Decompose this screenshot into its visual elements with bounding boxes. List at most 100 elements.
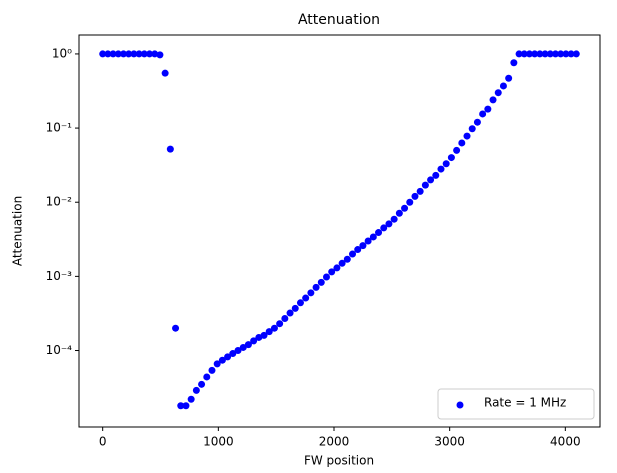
data-point [447, 154, 455, 162]
data-point [401, 204, 409, 212]
data-point [198, 380, 206, 388]
data-point [463, 132, 471, 140]
y-tick-label: 10⁻⁴ [46, 343, 73, 357]
data-point [572, 50, 580, 58]
data-point [421, 181, 429, 189]
data-point [151, 50, 159, 58]
data-point [557, 50, 565, 58]
data-point [114, 50, 122, 58]
data-point [437, 165, 445, 173]
legend-marker [456, 401, 464, 409]
data-point [317, 278, 325, 286]
data-point [385, 220, 393, 228]
data-point [338, 259, 346, 267]
data-point [125, 50, 133, 58]
data-point [499, 82, 507, 90]
data-point [208, 366, 216, 374]
x-axis-label: FW position [304, 454, 374, 468]
data-point [192, 386, 200, 394]
x-tick-label: 0 [99, 435, 107, 449]
y-tick-label: 10⁻¹ [46, 121, 73, 135]
legend-box [437, 388, 595, 420]
y-axis-label: Attenuation [11, 196, 25, 266]
data-point [244, 341, 252, 349]
data-point [468, 125, 476, 133]
data-point [406, 198, 414, 206]
data-point [213, 360, 221, 368]
data-point [380, 224, 388, 232]
x-tick-label: 4000 [550, 435, 581, 449]
data-point [416, 187, 424, 195]
data-point [286, 309, 294, 317]
data-point [328, 268, 336, 276]
data-point [229, 350, 237, 358]
data-point [369, 233, 377, 241]
data-point [515, 50, 523, 58]
data-point [473, 118, 481, 126]
y-tick-label: 10⁻³ [46, 269, 73, 283]
data-point [489, 96, 497, 104]
data-point [302, 294, 310, 302]
data-point [531, 50, 539, 58]
data-point [182, 402, 190, 410]
data-point [322, 273, 330, 281]
data-point [234, 347, 242, 355]
data-point [364, 237, 372, 245]
data-point [250, 337, 258, 345]
data-point [224, 353, 232, 361]
data-point [510, 59, 518, 67]
data-point [343, 255, 351, 263]
data-point [359, 242, 367, 250]
data-point [270, 324, 278, 332]
data-point [161, 69, 169, 77]
data-point [442, 160, 450, 168]
data-point [520, 50, 528, 58]
x-tick-label: 2000 [319, 435, 350, 449]
data-point [109, 50, 117, 58]
x-tick-label: 1000 [203, 435, 234, 449]
data-point [312, 283, 320, 291]
data-point [494, 89, 502, 97]
data-point [541, 50, 549, 58]
data-point [567, 50, 575, 58]
data-point [458, 139, 466, 147]
data-point [525, 50, 533, 58]
data-point [177, 402, 185, 410]
data-point [390, 215, 398, 223]
data-point [432, 171, 440, 179]
data-point [104, 50, 112, 58]
legend-label: Rate = 1 MHz [484, 396, 566, 410]
data-point [187, 395, 195, 403]
data-point [291, 304, 299, 312]
data-point [296, 299, 304, 307]
data-point [146, 50, 154, 58]
y-tick-label: 10⁰ [52, 46, 72, 60]
data-point [453, 146, 461, 154]
data-point [349, 250, 357, 258]
data-point [99, 50, 107, 58]
data-point [166, 145, 174, 153]
data-point [281, 315, 289, 323]
data-point [333, 264, 341, 272]
chart-title: Attenuation [298, 12, 380, 28]
data-point [354, 246, 362, 254]
data-point [276, 320, 284, 328]
data-point [239, 343, 247, 351]
x-tick-label: 3000 [434, 435, 465, 449]
data-point [411, 192, 419, 200]
data-point [479, 110, 487, 118]
data-point [265, 328, 273, 336]
data-point [546, 50, 554, 58]
data-point [395, 209, 403, 217]
data-point [536, 50, 544, 58]
data-point [562, 50, 570, 58]
data-point [140, 50, 148, 58]
plot-frame [78, 34, 601, 428]
data-point [484, 105, 492, 113]
data-point [307, 289, 315, 297]
data-point [375, 229, 383, 237]
data-point [135, 50, 143, 58]
data-point [551, 50, 559, 58]
data-point [172, 324, 180, 332]
